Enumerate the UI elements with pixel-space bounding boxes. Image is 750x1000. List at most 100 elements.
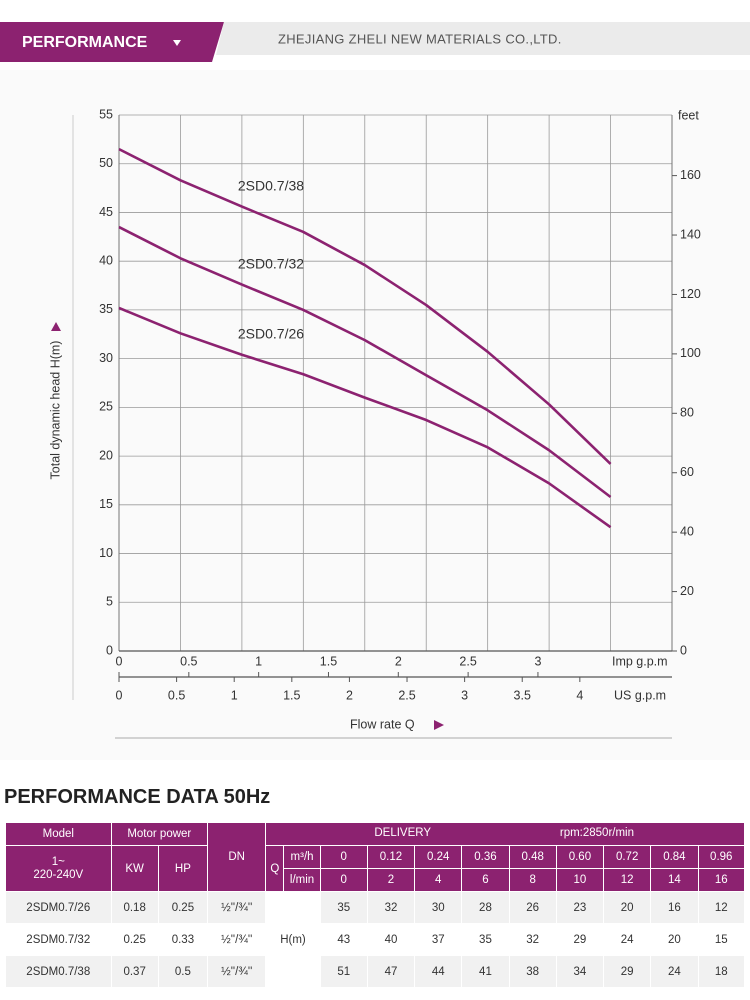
- y-tick-label: 30: [99, 351, 113, 365]
- y-tick-label: 45: [99, 205, 113, 219]
- table-row: 2SDM0.7/38 0.37 0.5 ½''/¾'' 51 47 44 41 38 34 29 24…: [5, 955, 745, 988]
- curve-label: 2SD0.7/26: [238, 325, 304, 341]
- table-cell: 41: [461, 955, 510, 988]
- section-tab: [0, 22, 224, 62]
- x2-axis-title: Imp g.p.m: [612, 654, 668, 668]
- header-cell: Motor power: [110, 822, 209, 846]
- y-tick-label: 55: [99, 107, 113, 121]
- header-text: rpm:2850r/min: [559, 827, 634, 839]
- header-bar: [216, 22, 750, 55]
- x3-tick-label: 1.5: [283, 688, 300, 702]
- table-cell: ½''/¾'': [207, 923, 267, 956]
- dropdown-icon: [173, 40, 181, 46]
- y-tick-label: 10: [99, 546, 113, 560]
- x3-tick-label: 3: [461, 688, 468, 702]
- table-cell: 35: [461, 923, 510, 956]
- y-tick-label: 50: [99, 156, 113, 170]
- x3-tick-label: 1: [231, 688, 238, 702]
- header-cell: 0.60: [555, 845, 605, 869]
- x2-tick-label: 2: [395, 654, 402, 668]
- header-cell: KW: [110, 845, 159, 892]
- header-cell: 0.24: [414, 845, 463, 869]
- curve-label: 2SD0.7/32: [238, 255, 304, 271]
- header-cell: DELIVERY rpm:2850r/min: [265, 822, 745, 846]
- table-cell: 26: [508, 891, 557, 924]
- table-cell: 32: [508, 923, 557, 956]
- y2-tick-label: 120: [680, 287, 701, 301]
- header-cell: 0.12: [366, 845, 416, 869]
- y-tick-label: 0: [106, 643, 113, 657]
- curve-label: 2SD0.7/38: [238, 177, 304, 193]
- table-cell: ½''/¾'': [207, 955, 267, 988]
- x2-tick-label: 1.5: [320, 654, 337, 668]
- header-cell: 0.72: [603, 845, 652, 869]
- table-cell: 18: [697, 955, 745, 988]
- header-cell: 1~ 220-240V: [5, 845, 112, 892]
- y-axis-title: Total dynamic head H(m): [48, 341, 62, 480]
- table-cell: 37: [414, 923, 463, 956]
- header-cell: 10: [555, 868, 605, 892]
- header-cell: 2: [366, 868, 416, 892]
- table-cell: 47: [366, 955, 416, 988]
- table-cell: 51: [319, 955, 368, 988]
- y2-tick-label: 80: [680, 406, 694, 420]
- table-cell: 0.33: [157, 923, 209, 956]
- table-cell: 24: [650, 955, 699, 988]
- header-cell: DN: [207, 822, 267, 892]
- x2-tick-label: 0.5: [180, 654, 197, 668]
- table-cell: 29: [603, 955, 652, 988]
- header-cell: HP: [157, 845, 209, 892]
- table-cell: H(m): [265, 891, 321, 988]
- header-cell: Model: [5, 822, 112, 846]
- y-tick-label: 5: [106, 595, 113, 609]
- y2-axis-title: feet: [678, 108, 699, 122]
- x2-tick-label: 1: [255, 654, 262, 668]
- table-cell: 15: [697, 923, 745, 956]
- performance-table: Model Motor power DN DELIVERY rpm:2850r/min 1…: [5, 822, 745, 988]
- table-cell: 30: [414, 891, 463, 924]
- table-cell: 20: [603, 891, 652, 924]
- header-cell: 0.84: [650, 845, 699, 869]
- table-cell: 2SDM0.7/38: [5, 955, 112, 988]
- table-cell: ½''/¾'': [207, 891, 267, 924]
- table-cell: 16: [650, 891, 699, 924]
- x3-tick-label: 2: [346, 688, 353, 702]
- table-cell: 0.25: [157, 891, 209, 924]
- axis-arrow: [51, 322, 61, 331]
- chart-background: [0, 70, 750, 760]
- y2-tick-label: 140: [680, 227, 701, 241]
- header-cell: 16: [697, 868, 745, 892]
- y-tick-label: 15: [99, 497, 113, 511]
- x3-tick-label: 2.5: [398, 688, 415, 702]
- company-name: ZHEJIANG ZHELI NEW MATERIALS CO.,LTD.: [278, 31, 562, 46]
- header-cell: 0: [319, 845, 368, 869]
- y2-tick-label: 40: [680, 524, 694, 538]
- y2-tick-label: 100: [680, 346, 701, 360]
- table-cell: 2SDM0.7/26: [5, 891, 112, 924]
- section-title: PERFORMANCE: [22, 34, 148, 51]
- table-cell: 23: [555, 891, 605, 924]
- y-tick-label: 40: [99, 253, 113, 267]
- y2-tick-label: 0: [680, 643, 687, 657]
- table-cell: 0.37: [110, 955, 159, 988]
- header-cell: 6: [461, 868, 510, 892]
- axis-arrow: [434, 720, 444, 730]
- header-text: DELIVERY: [374, 827, 432, 839]
- table-cell: 0.5: [157, 955, 209, 988]
- x3-axis-title: US g.p.m: [614, 688, 666, 702]
- table-cell: 29: [555, 923, 605, 956]
- y-tick-label: 25: [99, 400, 113, 414]
- header-cell: 8: [508, 868, 557, 892]
- table-cell: 0.25: [110, 923, 159, 956]
- curve: [118, 147, 612, 465]
- table-cell: 24: [603, 923, 652, 956]
- table-cell: 35: [319, 891, 368, 924]
- header-cell: l/min: [283, 868, 321, 892]
- y2-tick-label: 60: [680, 465, 694, 479]
- table-cell: 28: [461, 891, 510, 924]
- header-cell: 0.48: [508, 845, 557, 869]
- curve: [118, 225, 612, 499]
- table-row: Model Motor power DN DELIVERY rpm:2850r/min: [5, 822, 745, 892]
